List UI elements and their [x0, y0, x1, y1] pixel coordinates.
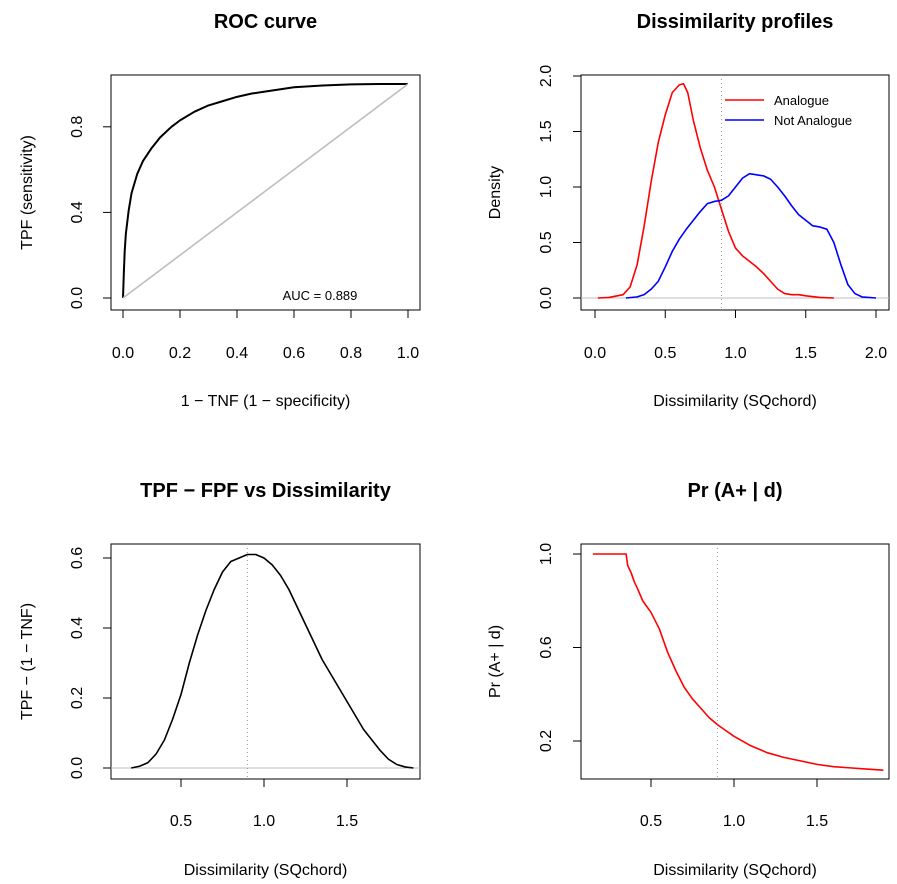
series-line-1 — [131, 553, 414, 769]
x-tick-label: 0.2 — [169, 345, 191, 362]
y-tick-label: 0.6 — [538, 636, 555, 658]
y-tick-label: 1.0 — [538, 176, 555, 198]
x-tick-label: 0.0 — [584, 345, 606, 362]
legend-label: Not Analogue — [774, 113, 852, 128]
x-tick-label: 1.0 — [724, 345, 746, 362]
chart-panel-3: TPF − FPF vs Dissimilarity 0.5 1.0 1.5 0.0 0.… — [19, 480, 421, 879]
chart-title: Pr (A+ | d) — [687, 480, 782, 502]
y-tick-label: 0.2 — [538, 730, 555, 752]
x-axis-label: Dissimilarity (SQchord) — [653, 862, 817, 879]
y-tick-label: 0.6 — [69, 547, 86, 569]
x-tick-label: 1.0 — [723, 813, 745, 830]
x-tick-label: 0.8 — [340, 345, 362, 362]
y-tick-label: 0.2 — [69, 687, 86, 709]
chart-title: Dissimilarity profiles — [637, 11, 834, 33]
y-tick-label: 0.8 — [69, 116, 86, 138]
series-line-2 — [122, 83, 409, 299]
x-tick-label: 0.5 — [654, 345, 676, 362]
y-tick-label: 0.4 — [69, 617, 86, 639]
y-axis-label: TPF − (1 − TNF) — [19, 603, 36, 720]
chart-title: TPF − FPF vs Dissimilarity — [140, 480, 392, 502]
y-tick-label: 0.0 — [69, 757, 86, 779]
y-tick-label: 0.5 — [538, 231, 555, 253]
y-axis-label: Density — [487, 166, 504, 219]
x-tick-label: 1.5 — [795, 345, 817, 362]
series-line-analogue — [597, 82, 834, 299]
plot-frame — [110, 74, 421, 311]
x-tick-label: 0.6 — [283, 345, 305, 362]
series-line-not-analogue — [625, 172, 877, 299]
chart-panel-1: ROC curve 0.0 0.2 0.4 0.6 0.8 1.0 0.0 0.4 0.8 1 − … — [19, 11, 421, 410]
chart-panel-2: Dissimilarity profiles 0.0 0.5 1.0 1.5 2.0 0.0… — [487, 11, 890, 410]
x-tick-label: 0.5 — [170, 813, 192, 830]
series-line-1 — [592, 553, 884, 772]
x-tick-label: 1.0 — [253, 813, 275, 830]
x-tick-label: 0.4 — [226, 345, 248, 362]
legend: Analogue Not Analogue — [725, 93, 852, 128]
panels: ROC curve 0.0 0.2 0.4 0.6 0.8 1.0 0.0 0.4 0.8 1 − … — [19, 11, 890, 879]
x-axis-label: Dissimilarity (SQchord) — [184, 862, 348, 879]
y-tick-label: 0.0 — [69, 287, 86, 309]
y-tick-label: 0.4 — [69, 201, 86, 223]
plot-frame — [110, 543, 421, 780]
x-axis-label: 1 − TNF (1 − specificity) — [181, 393, 351, 410]
plot-area — [122, 83, 409, 299]
y-tick-label: 2.0 — [538, 65, 555, 87]
legend-label: Analogue — [774, 93, 829, 108]
y-tick-label: 1.5 — [538, 120, 555, 142]
x-tick-label: 1.5 — [336, 813, 358, 830]
x-tick-label: 0.0 — [112, 345, 134, 362]
x-tick-label: 0.5 — [640, 813, 662, 830]
x-tick-label: 2.0 — [865, 345, 887, 362]
x-axis-label: Dissimilarity (SQchord) — [653, 393, 817, 410]
x-tick-label: 1.0 — [397, 345, 419, 362]
plot-area — [111, 544, 420, 779]
plot-area — [581, 75, 889, 310]
y-axis-label: Pr (A+ | d) — [487, 625, 504, 698]
y-tick-label: 0.0 — [538, 287, 555, 309]
y-axis-label: TPF (sensitivity) — [19, 135, 36, 250]
chart-panel-4: Pr (A+ | d) 0.5 1.0 1.5 0.2 0.6 1.0 Dissimilari… — [487, 480, 890, 879]
y-tick-label: 1.0 — [538, 543, 555, 565]
chart-title: ROC curve — [214, 11, 317, 33]
auc-annotation: AUC = 0.889 — [283, 288, 358, 303]
series-line-1 — [122, 83, 408, 299]
x-tick-label: 1.5 — [806, 813, 828, 830]
plot-frame — [580, 543, 890, 780]
plot-area — [592, 544, 884, 779]
